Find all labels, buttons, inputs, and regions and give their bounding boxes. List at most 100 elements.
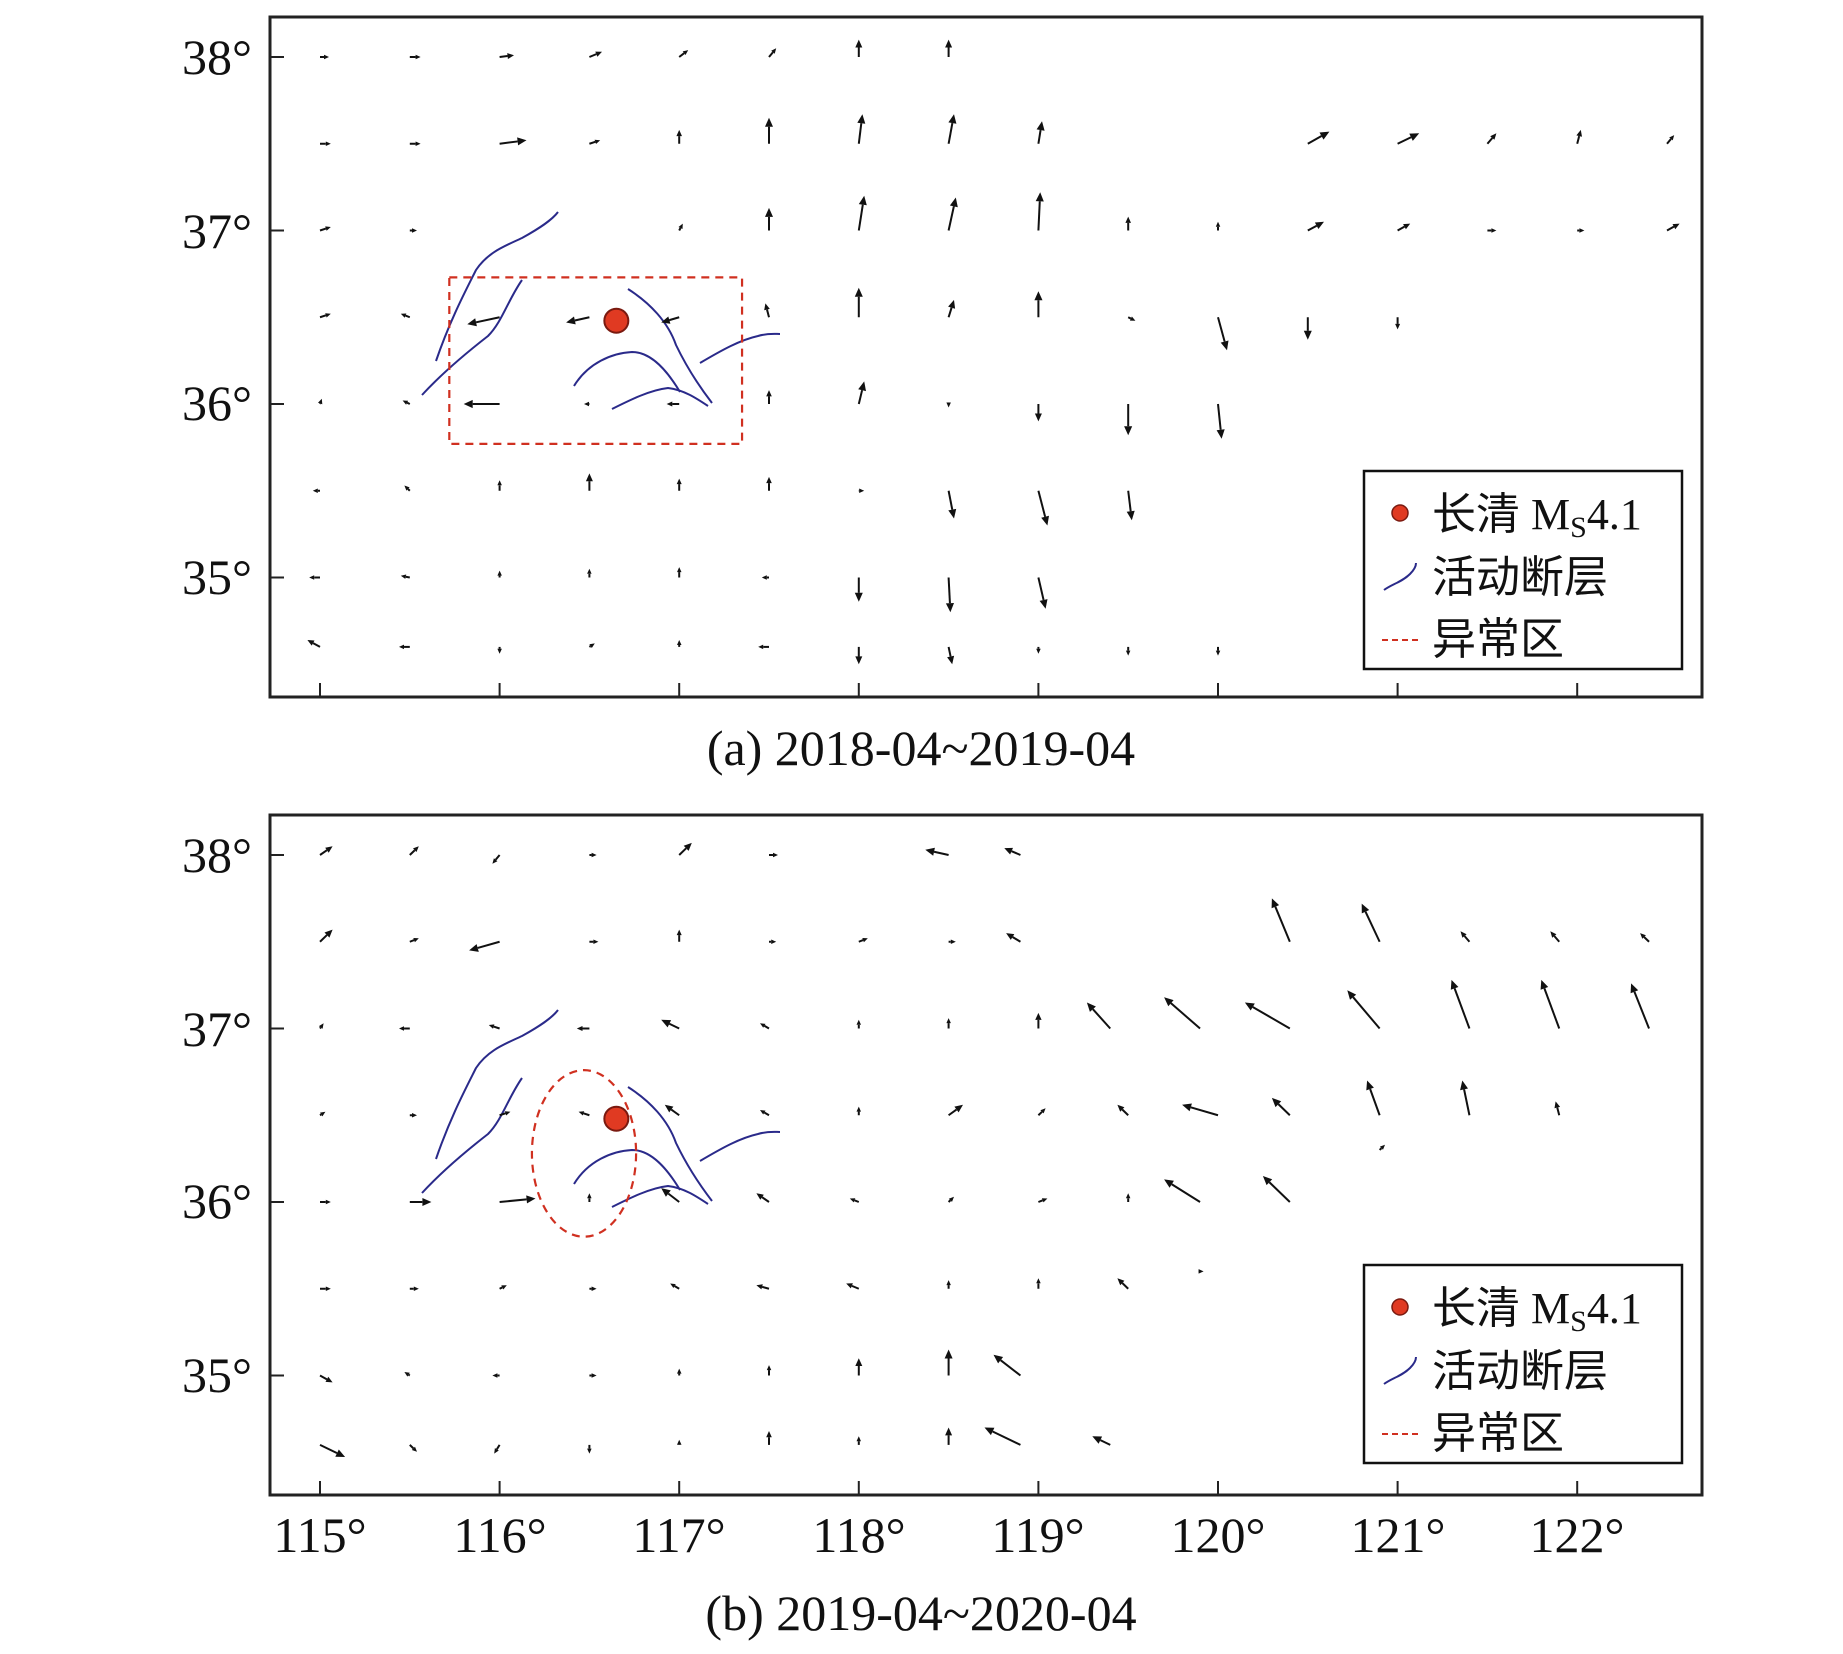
legend-fault-symbol xyxy=(1383,1356,1417,1385)
velocity-arrow xyxy=(666,401,680,407)
velocity-arrow xyxy=(1035,192,1044,231)
lon-tick-116: 116° xyxy=(453,1507,546,1563)
velocity-arrow xyxy=(1378,1144,1385,1151)
fault-line xyxy=(699,1130,781,1162)
velocity-arrow xyxy=(946,1018,951,1029)
fault-line xyxy=(611,1184,709,1208)
velocity-arrow xyxy=(1034,291,1043,318)
panel-a-caption: (a) 2018-04~2019-04 xyxy=(707,720,1135,776)
velocity-arrow xyxy=(676,129,682,144)
velocity-arrow xyxy=(589,1373,597,1378)
lat-tick-37: 37° xyxy=(182,1001,252,1057)
velocity-arrow xyxy=(849,1198,860,1203)
velocity-arrow xyxy=(944,1349,953,1376)
velocity-arrow xyxy=(670,1283,680,1290)
velocity-arrow xyxy=(765,207,773,231)
velocity-arrow xyxy=(945,39,953,57)
velocity-arrow xyxy=(1004,847,1021,856)
velocity-arrow xyxy=(1125,216,1131,231)
epicenter-dot xyxy=(603,307,630,334)
velocity-arrow xyxy=(409,1113,417,1118)
velocity-arrow xyxy=(578,1111,590,1117)
velocity-arrow xyxy=(589,139,601,145)
velocity-arrow xyxy=(589,852,597,858)
velocity-arrow xyxy=(469,940,500,952)
velocity-arrow xyxy=(488,1024,500,1030)
velocity-arrow xyxy=(855,39,863,57)
velocity-arrow xyxy=(492,854,501,864)
velocity-arrow xyxy=(1303,317,1312,340)
active-faults xyxy=(421,1009,781,1208)
active-faults xyxy=(421,211,781,410)
velocity-arrow xyxy=(1540,979,1561,1029)
velocity-arrow xyxy=(1666,223,1680,232)
velocity-arrow xyxy=(1450,979,1471,1029)
velocity-arrow xyxy=(409,1198,432,1206)
velocity-arrow xyxy=(1271,1097,1291,1116)
panel-b-frame xyxy=(268,813,1704,1497)
legend-fault-symbol xyxy=(1383,562,1417,591)
velocity-arrow xyxy=(1307,131,1330,145)
velocity-arrow xyxy=(1038,1198,1048,1203)
velocity-arrow xyxy=(1037,577,1048,609)
velocity-arrow xyxy=(499,137,527,146)
velocity-arrow xyxy=(855,1358,863,1376)
velocity-arrow xyxy=(409,846,419,856)
legend-epicenter-label: 长清 MS4.1 xyxy=(1432,1284,1642,1338)
velocity-arrow xyxy=(1366,1080,1381,1116)
velocity-arrow xyxy=(1036,646,1041,654)
panel-a-ticks xyxy=(270,56,1579,697)
epicenter-dot xyxy=(603,1105,630,1132)
velocity-arrow xyxy=(1244,1002,1291,1030)
velocity-arrow xyxy=(1215,646,1221,656)
velocity-arrow xyxy=(678,223,683,231)
velocity-arrow xyxy=(1460,931,1471,943)
velocity-arrow xyxy=(947,490,957,519)
panel-b-caption: (b) 2019-04~2020-04 xyxy=(705,1585,1136,1641)
fault-line xyxy=(421,279,523,396)
panel-b-ticks xyxy=(270,854,1579,1495)
velocity-arrow xyxy=(409,54,421,60)
lat-tick-38: 38° xyxy=(182,827,252,883)
panel-a-frame xyxy=(268,15,1704,699)
velocity-arrow xyxy=(925,847,949,856)
velocity-arrow xyxy=(858,938,868,943)
velocity-arrow xyxy=(318,398,323,405)
velocity-arrow xyxy=(1126,490,1135,521)
velocity-arrow xyxy=(1347,990,1381,1030)
velocity-arrow xyxy=(678,50,689,58)
velocity-arrow xyxy=(467,316,500,327)
lon-tick-122: 122° xyxy=(1530,1507,1625,1563)
velocity-arrow xyxy=(946,1280,951,1289)
legend-anomaly-label: 异常区 xyxy=(1432,615,1564,664)
lon-tick-117: 117° xyxy=(632,1507,725,1563)
velocity-arrow xyxy=(756,1284,770,1290)
velocity-arrow xyxy=(320,1286,331,1291)
legend: 长清 MS4.1 活动断层 异常区 xyxy=(1362,1263,1684,1465)
velocity-arrow xyxy=(856,1436,861,1445)
velocity-arrow xyxy=(589,1286,597,1291)
velocity-arrow xyxy=(409,141,421,146)
velocity-arrow xyxy=(1164,1179,1201,1203)
velocity-arrow xyxy=(947,197,958,231)
velocity-arrow xyxy=(1117,1104,1129,1116)
velocity-arrow xyxy=(589,939,599,944)
velocity-arrow xyxy=(463,399,500,409)
velocity-arrow xyxy=(1550,931,1560,943)
velocity-arrow xyxy=(769,852,778,858)
velocity-arrow xyxy=(1554,1101,1561,1116)
legend-fault-label: 活动断层 xyxy=(1432,553,1608,602)
panel-a: 38° 37° 36° 35° 长清 MS4.1 活动断层 异常区 xyxy=(182,15,1704,776)
velocity-arrow xyxy=(857,195,867,231)
velocity-arrow xyxy=(846,1283,860,1290)
fault-line xyxy=(627,288,713,404)
velocity-arrow xyxy=(587,568,592,578)
lon-tick-118: 118° xyxy=(812,1507,905,1563)
velocity-arrow xyxy=(766,476,772,491)
velocity-arrow xyxy=(661,1019,680,1030)
velocity-arrow xyxy=(947,299,956,318)
lon-tick-115: 115° xyxy=(273,1507,366,1563)
velocity-arrow xyxy=(1486,133,1497,145)
lat-tick-36: 36° xyxy=(182,375,252,431)
